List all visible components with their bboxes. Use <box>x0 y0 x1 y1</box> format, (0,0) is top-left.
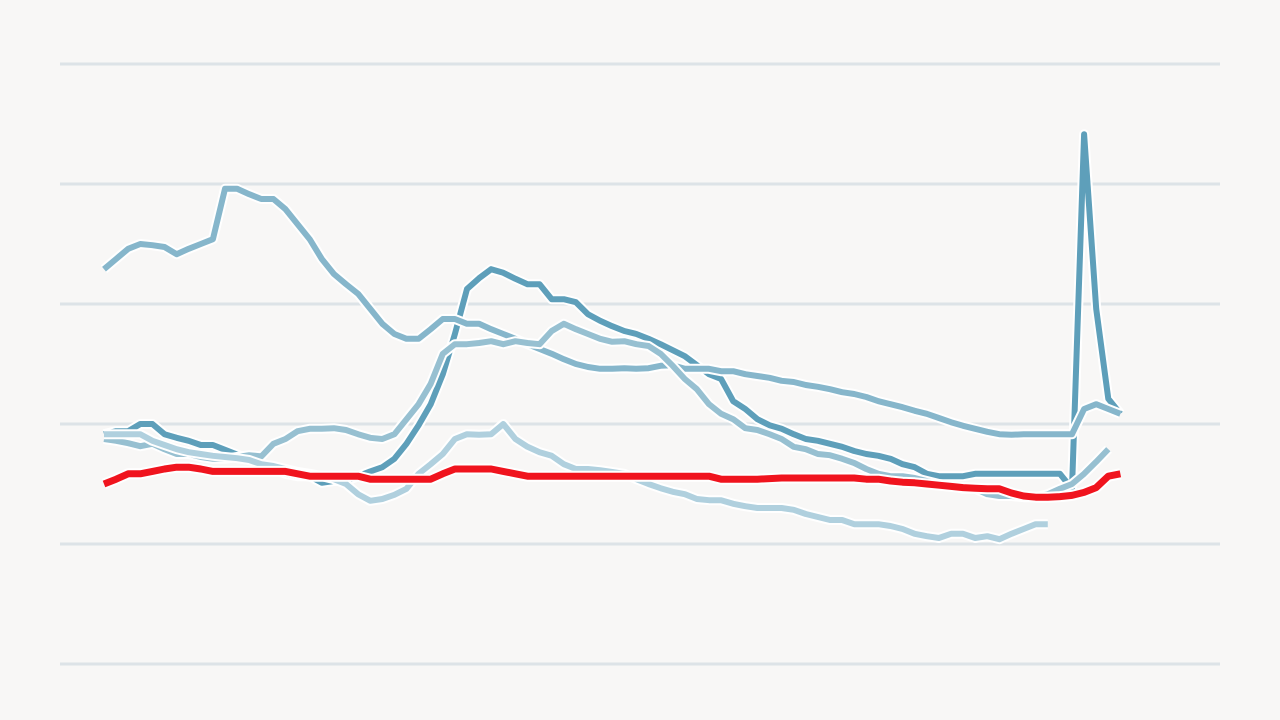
series-line-4 <box>104 421 1048 543</box>
series-line-halo-2 <box>100 183 1123 440</box>
series-line-2 <box>102 185 1122 438</box>
series-line-halo-1 <box>102 129 1125 494</box>
series-line-5-highlighted <box>102 463 1122 501</box>
series-line-1 <box>103 131 1123 492</box>
gridlines <box>60 62 1220 666</box>
series-lines <box>100 129 1125 545</box>
